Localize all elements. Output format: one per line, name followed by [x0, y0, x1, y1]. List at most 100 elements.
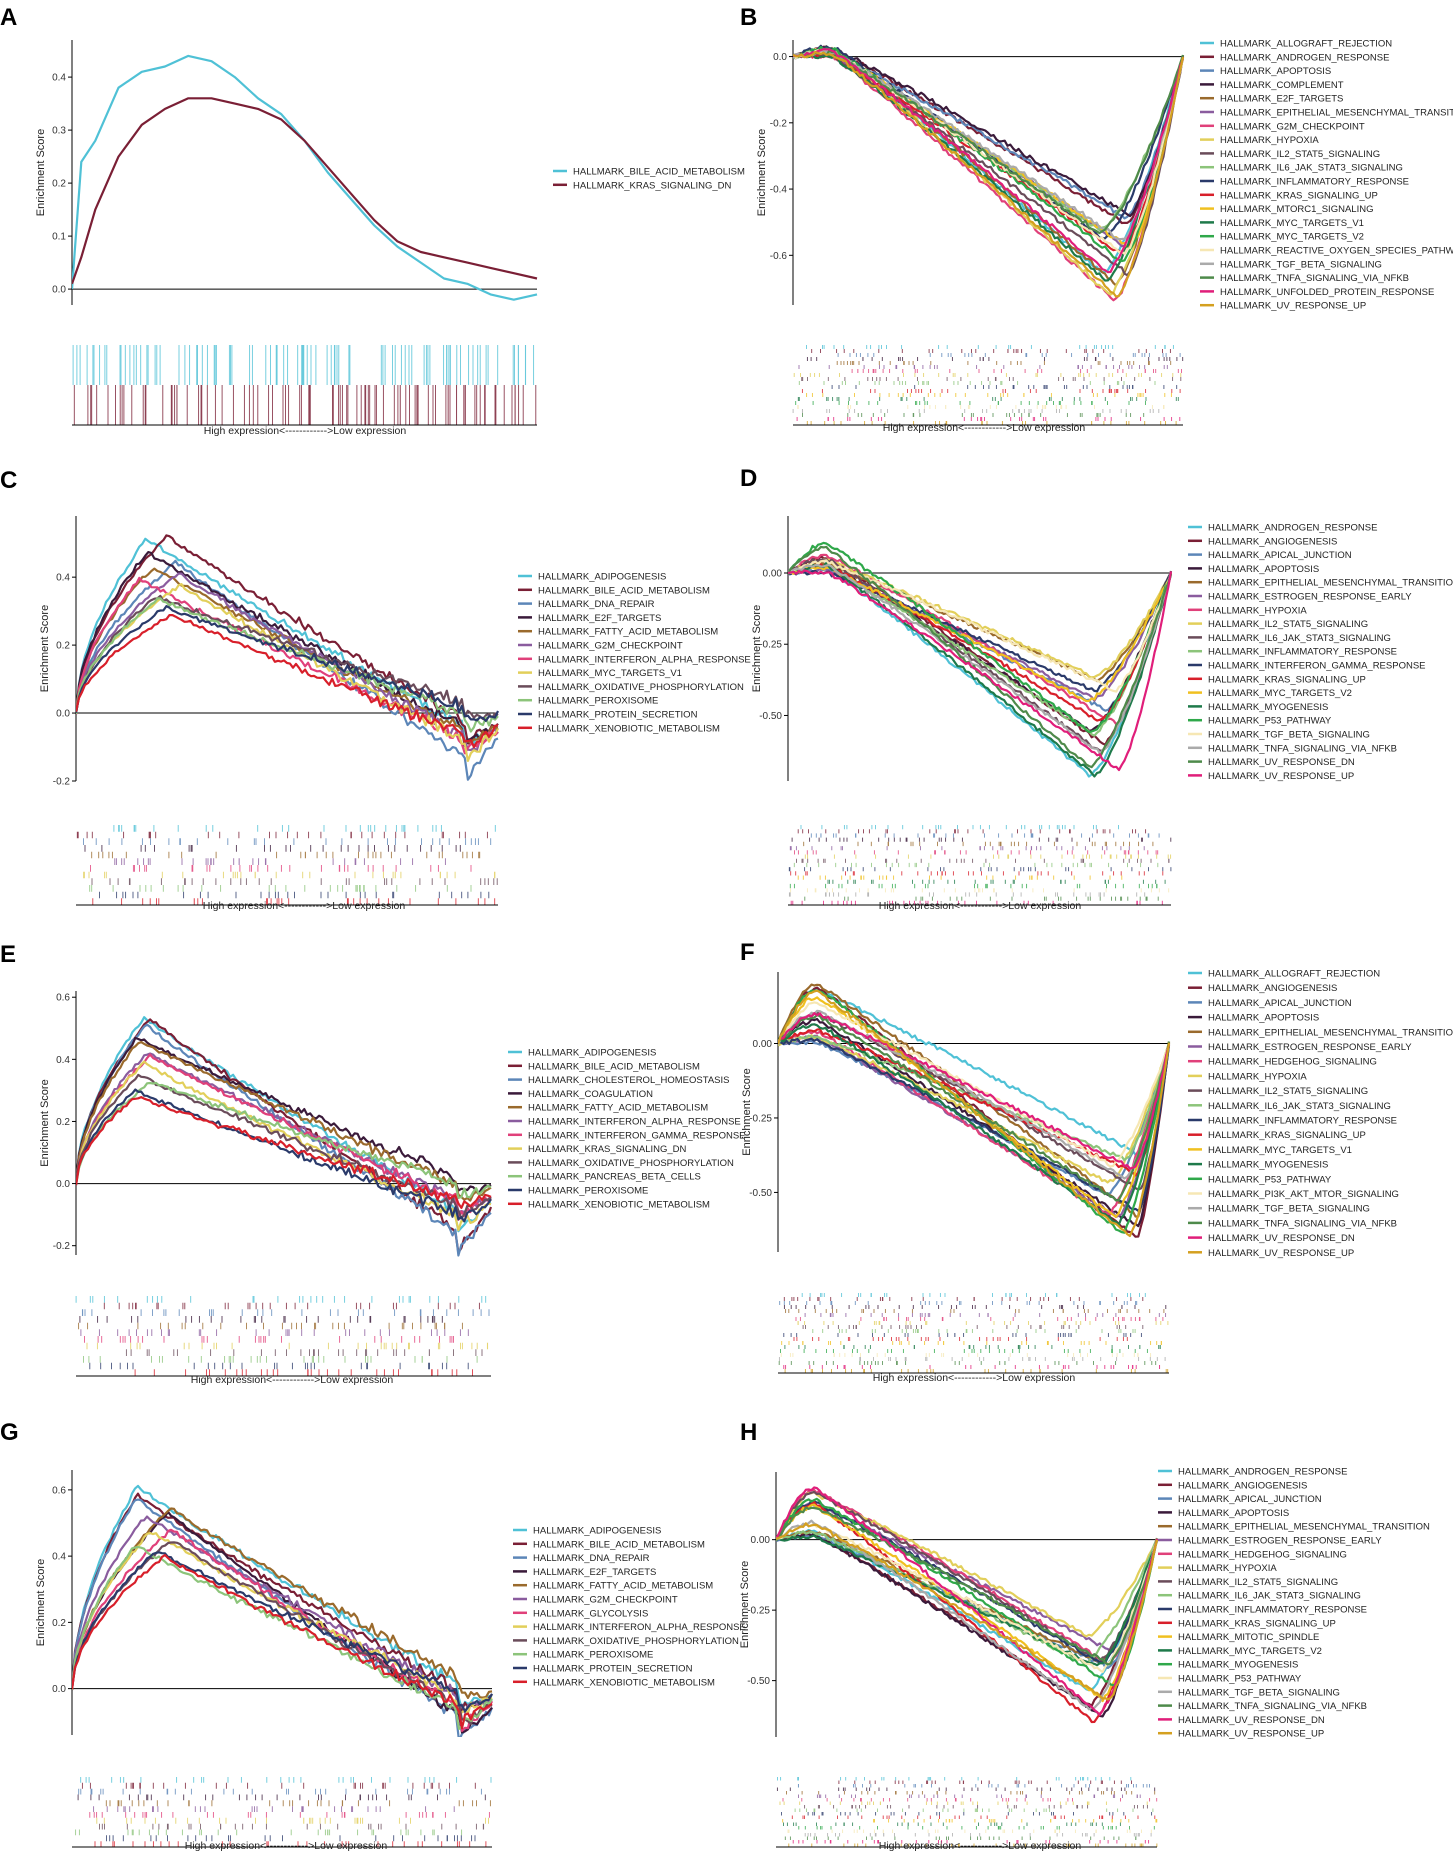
legend-label: HALLMARK_TGF_BETA_SIGNALING: [1208, 730, 1370, 741]
rug-hits: [797, 875, 1123, 880]
rug-hits: [793, 862, 1159, 868]
y-tick-label: -0.50: [759, 711, 782, 722]
rug-hits: [84, 1336, 454, 1343]
rug-hits: [75, 1296, 487, 1303]
series-line: [776, 1486, 1159, 1717]
legend-label: HALLMARK_HYPOXIA: [1208, 1071, 1307, 1082]
series-line: [72, 1492, 493, 1716]
series-line: [76, 604, 500, 723]
rug-plot: [776, 1777, 1158, 1847]
rug-hits: [113, 825, 496, 832]
series-line: [788, 566, 1173, 703]
y-tick-label: 0.4: [56, 573, 70, 584]
legend-label: HALLMARK_KRAS_SIGNALING_UP: [1220, 190, 1378, 201]
y-tick-label: 0.6: [52, 1485, 66, 1496]
rug-hits: [91, 851, 481, 859]
rank-axis-label: High expression<------------>Low express…: [204, 425, 407, 437]
series-line: [76, 1016, 492, 1233]
rug-hits: [72, 345, 535, 385]
rug-hits: [798, 365, 1168, 369]
rug-hits: [811, 349, 1171, 353]
series-line: [793, 46, 1185, 218]
series-line: [76, 1095, 492, 1210]
legend-label: HALLMARK_TNFA_SIGNALING_VIA_NFKB: [1208, 743, 1397, 754]
legend-label: HALLMARK_UNFOLDED_PROTEIN_RESPONSE: [1220, 287, 1434, 298]
legend-label: HALLMARK_INTERFERON_ALPHA_RESPONSE: [538, 654, 751, 665]
y-axis-label: Enrichment Score: [39, 1079, 51, 1166]
series-line: [793, 47, 1185, 274]
series-line: [76, 613, 499, 749]
rug-hits: [781, 1812, 1153, 1816]
series-line: [76, 1040, 492, 1202]
legend-label: HALLMARK_UV_RESPONSE_UP: [1178, 1729, 1324, 1740]
rug-hits: [778, 1357, 1166, 1361]
panel-letter: G: [0, 1419, 19, 1446]
rug-hits: [790, 871, 1164, 876]
rug-hits: [804, 1313, 1167, 1317]
curves: [778, 983, 1171, 1238]
legend-label: HALLMARK_ANGIOGENESIS: [1178, 1480, 1307, 1491]
rug-hits: [788, 867, 1172, 872]
panel-letter: H: [740, 1419, 757, 1446]
legend-label: HALLMARK_BILE_ACID_METABOLISM: [573, 167, 745, 178]
legend-label: HALLMARK_FATTY_ACID_METABOLISM: [538, 627, 718, 638]
rug-hits: [791, 1815, 1156, 1819]
rug-hits: [86, 1342, 489, 1350]
rug-hits: [76, 831, 488, 839]
series-line: [72, 1507, 493, 1700]
rug-hits: [778, 1361, 1157, 1365]
legend-label: HALLMARK_INFLAMMATORY_RESPONSE: [1208, 647, 1397, 658]
legend-label: HALLMARK_OXIDATIVE_PHOSPHORYLATION: [538, 682, 744, 693]
legend-label: HALLMARK_G2M_CHECKPOINT: [538, 641, 683, 652]
rug-hits: [781, 1341, 1162, 1345]
rug-hits: [797, 397, 1179, 401]
legend-label: HALLMARK_FATTY_ACID_METABOLISM: [528, 1103, 708, 1114]
rug-hits: [798, 381, 1156, 385]
legend-label: HALLMARK_INFLAMMATORY_RESPONSE: [1220, 177, 1409, 188]
rug-hits: [803, 841, 1154, 847]
panel-e: E 0.6 0.4 0.2 0.0 -0.2 Enrichment Score HALLMAR…: [0, 941, 746, 1386]
rug-hits: [806, 393, 1172, 397]
rug-hits: [788, 1843, 1158, 1847]
curves: [72, 1484, 494, 1737]
legend-label: HALLMARK_P53_PATHWAY: [1208, 1174, 1332, 1185]
y-tick-label: 0.1: [52, 232, 66, 243]
y-tick-label: 0.00: [763, 568, 783, 579]
legend-label: HALLMARK_ESTROGEN_RESPONSE_EARLY: [1208, 592, 1412, 603]
legend-label: HALLMARK_INTERFERON_ALPHA_RESPONSE: [533, 1622, 746, 1633]
legend-label: HALLMARK_HEDGEHOG_SIGNALING: [1178, 1549, 1347, 1560]
rank-axis-label: High expression<------------>Low express…: [185, 1840, 388, 1852]
rug-hits: [798, 1794, 1141, 1798]
legend-label: HALLMARK_UV_RESPONSE_UP: [1208, 771, 1354, 782]
legend-label: HALLMARK_PEROXISOME: [528, 1186, 648, 1197]
rug-hits: [79, 1316, 443, 1323]
panel-b: B 0.0 -0.2 -0.4 -0.6 Enrichment Score HALLMARK…: [740, 4, 1453, 434]
legend-label: HALLMARK_MYC_TARGETS_V1: [1208, 1145, 1352, 1156]
legend-label: HALLMARK_MYOGENESIS: [1178, 1660, 1298, 1671]
legend-label: HALLMARK_ADIPOGENESIS: [533, 1526, 661, 1537]
rug-hits: [802, 413, 1145, 417]
rug-hits: [89, 1362, 469, 1370]
series-line: [76, 594, 499, 721]
series-line: [76, 559, 499, 781]
rug-hits: [796, 858, 1170, 863]
y-axis-label: Enrichment Score: [39, 605, 51, 692]
legend-label: HALLMARK_MYC_TARGETS_V1: [538, 668, 682, 679]
legend-label: HALLMARK_HYPOXIA: [1178, 1563, 1277, 1574]
series-line: [72, 1551, 493, 1713]
rug-hits: [797, 829, 1147, 834]
rug-hits: [783, 1305, 1167, 1309]
rug-hits: [81, 1309, 490, 1316]
rug-hits: [780, 1349, 1148, 1353]
legend-label: HALLMARK_REACTIVE_OXYGEN_SPECIES_PATHWAY: [1220, 246, 1453, 257]
rug-hits: [94, 1841, 487, 1847]
series-line: [788, 559, 1173, 693]
y-axis-label: Enrichment Score: [35, 1559, 47, 1646]
legend-label: HALLMARK_ADIPOGENESIS: [528, 1048, 656, 1059]
y-tick-label: 0.3: [52, 126, 66, 137]
legend-label: HALLMARK_MYOGENESIS: [1208, 702, 1328, 713]
legend-label: HALLMARK_INTERFERON_GAMMA_RESPONSE: [528, 1130, 746, 1141]
rug-hits: [804, 1833, 1152, 1837]
rank-axis-label: High expression<------------>Low express…: [203, 900, 406, 912]
rug-hits: [789, 846, 1145, 851]
